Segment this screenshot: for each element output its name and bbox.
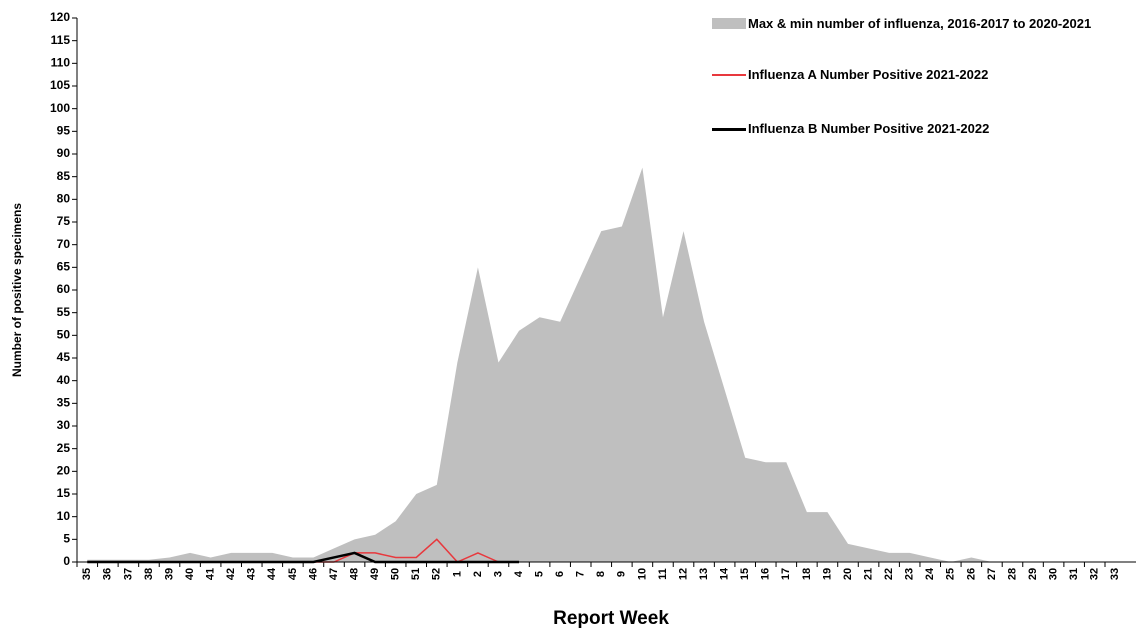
x-tick-label: 30	[1048, 568, 1060, 580]
legend-label: Influenza B Number Positive 2021-2022	[748, 121, 990, 136]
y-tick-label: 90	[57, 146, 71, 160]
x-tick-label: 8	[595, 571, 607, 577]
x-tick-label: 42	[225, 568, 237, 580]
y-tick-label: 15	[57, 486, 71, 500]
x-tick-label: 9	[616, 571, 628, 577]
x-tick-label: 4	[513, 570, 525, 577]
area	[87, 167, 1116, 562]
x-tick-label: 26	[965, 568, 977, 580]
x-tick-label: 44	[266, 567, 278, 580]
legend-label: Influenza A Number Positive 2021-2022	[748, 67, 989, 82]
x-tick-label: 1	[451, 571, 463, 577]
y-tick-label: 120	[50, 10, 70, 24]
x-tick-label: 50	[390, 568, 402, 580]
x-tick-label: 45	[287, 568, 299, 580]
x-tick-label: 17	[780, 568, 792, 580]
y-tick-label: 70	[57, 237, 71, 251]
x-tick-label: 3	[492, 571, 504, 577]
x-tick-label: 33	[1109, 568, 1121, 580]
x-tick-label: 19	[821, 568, 833, 580]
x-tick-label: 48	[348, 568, 360, 580]
x-tick-label: 39	[163, 568, 175, 580]
x-tick-label: 36	[102, 568, 114, 580]
y-tick-label: 95	[57, 124, 71, 138]
x-tick-label: 46	[307, 568, 319, 580]
y-tick-label: 25	[57, 441, 71, 455]
x-tick-label: 40	[184, 568, 196, 580]
y-tick-label: 50	[57, 328, 71, 342]
y-tick-label: 10	[57, 509, 71, 523]
x-tick-label: 28	[1006, 568, 1018, 580]
y-tick-label: 30	[57, 418, 71, 432]
y-tick-label: 0	[63, 554, 70, 568]
x-tick-label: 23	[904, 568, 916, 580]
x-axis-title: Report Week	[553, 608, 669, 629]
y-tick-label: 75	[57, 214, 71, 228]
legend-swatch	[712, 18, 746, 29]
x-tick-label: 12	[677, 568, 689, 580]
x-tick-label: 35	[81, 568, 93, 580]
x-tick-label: 31	[1068, 568, 1080, 580]
y-tick-label: 115	[51, 33, 71, 47]
x-tick-label: 32	[1089, 568, 1101, 580]
x-tick-label: 13	[698, 568, 710, 580]
x-tick-label: 18	[801, 568, 813, 580]
x-tick-label: 5	[534, 571, 546, 577]
y-axis-title: Number of positive specimens	[10, 203, 24, 377]
y-tick-label: 60	[57, 282, 71, 296]
y-tick-label: 85	[57, 169, 71, 183]
y-tick-label: 35	[57, 396, 71, 410]
x-tick-label: 43	[246, 568, 258, 580]
legend-label: Max & min number of influenza, 2016-2017…	[748, 16, 1092, 31]
y-tick-label: 65	[57, 260, 71, 274]
x-tick-label: 14	[719, 567, 731, 580]
x-tick-label: 25	[945, 568, 957, 580]
y-tick-label: 55	[57, 305, 71, 319]
x-tick-label: 24	[924, 567, 936, 580]
x-tick-label: 47	[328, 568, 340, 580]
x-tick-label: 38	[143, 568, 155, 580]
y-tick-label: 20	[57, 464, 71, 478]
x-tick-label: 37	[122, 568, 134, 580]
x-tick-label: 49	[369, 568, 381, 580]
x-tick-label: 52	[431, 568, 443, 580]
legend-swatch	[712, 128, 746, 131]
x-tick-label: 10	[636, 568, 648, 580]
x-tick-label: 20	[842, 568, 854, 580]
x-tick-label: 6	[554, 571, 566, 577]
y-tick-label: 5	[63, 532, 70, 546]
x-tick-label: 22	[883, 568, 895, 580]
y-tick-label: 45	[57, 350, 71, 364]
y-tick-label: 110	[51, 56, 71, 70]
legend-swatch	[712, 74, 746, 76]
y-tick-label: 105	[50, 78, 70, 92]
y-tick-label: 40	[57, 373, 71, 387]
x-tick-label: 41	[205, 568, 217, 580]
x-tick-label: 16	[760, 568, 772, 580]
x-tick-label: 51	[410, 568, 422, 580]
x-tick-label: 29	[1027, 568, 1039, 580]
y-tick-label: 100	[50, 101, 70, 115]
x-tick-label: 27	[986, 568, 998, 580]
x-tick-label: 15	[739, 568, 751, 580]
x-tick-label: 11	[657, 568, 669, 580]
y-tick-label: 80	[57, 192, 71, 206]
x-tick-label: 7	[575, 571, 587, 577]
x-tick-label: 2	[472, 571, 484, 577]
x-tick-label: 21	[862, 568, 874, 580]
